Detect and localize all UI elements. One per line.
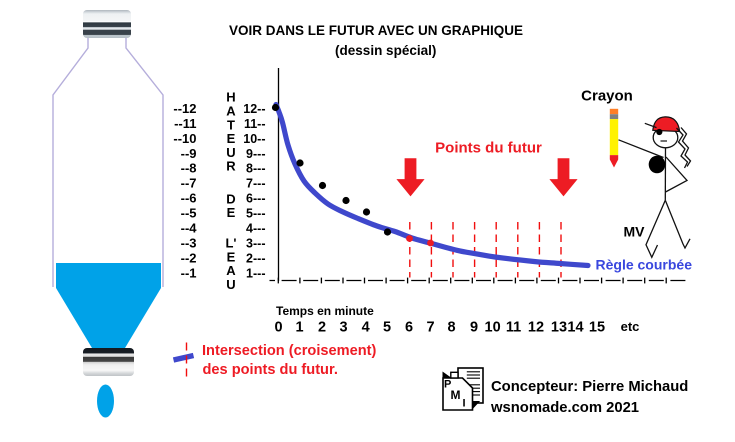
svg-text:L': L' bbox=[225, 236, 236, 251]
svg-text:14: 14 bbox=[567, 319, 583, 335]
svg-text:3: 3 bbox=[339, 319, 347, 335]
svg-text:5: 5 bbox=[383, 319, 391, 335]
svg-text:P: P bbox=[444, 379, 451, 391]
svg-text:--10: --10 bbox=[173, 131, 196, 146]
svg-text:MV: MV bbox=[624, 224, 646, 240]
svg-text:des points du futur.: des points du futur. bbox=[203, 362, 338, 378]
svg-text:--1: --1 bbox=[181, 265, 197, 280]
svg-text:--9: --9 bbox=[181, 146, 197, 161]
svg-text:--11: --11 bbox=[174, 116, 196, 131]
svg-text:10: 10 bbox=[485, 319, 501, 335]
svg-text:etc: etc bbox=[621, 319, 640, 334]
svg-text:Crayon: Crayon bbox=[581, 88, 633, 105]
svg-text:6---: 6--- bbox=[246, 192, 265, 206]
svg-text:9---: 9--- bbox=[246, 147, 265, 161]
svg-text:--12: --12 bbox=[173, 101, 196, 116]
svg-text:A: A bbox=[226, 104, 236, 119]
svg-text:11--: 11-- bbox=[244, 117, 266, 131]
svg-text:4---: 4--- bbox=[246, 222, 265, 236]
svg-text:VOIR DANS LE FUTUR AVEC UN GRA: VOIR DANS LE FUTUR AVEC UN GRAPHIQUE bbox=[229, 23, 523, 38]
svg-text:4: 4 bbox=[362, 319, 370, 335]
svg-text:U: U bbox=[226, 277, 235, 292]
svg-text:12: 12 bbox=[528, 319, 544, 335]
svg-text:10--: 10-- bbox=[243, 132, 265, 146]
svg-text:--3: --3 bbox=[181, 235, 197, 250]
svg-text:(dessin spécial): (dessin spécial) bbox=[335, 43, 436, 58]
svg-text:--2: --2 bbox=[181, 250, 197, 265]
svg-text:E: E bbox=[227, 131, 236, 146]
svg-text:Règle courbée: Règle courbée bbox=[596, 257, 693, 273]
svg-text:H: H bbox=[226, 90, 235, 105]
svg-text:T: T bbox=[227, 117, 235, 132]
svg-text:E: E bbox=[227, 205, 236, 220]
svg-text:Temps en minute: Temps en minute bbox=[276, 304, 374, 318]
svg-text:E: E bbox=[227, 249, 236, 264]
svg-text:Points du futur: Points du futur bbox=[435, 140, 542, 157]
svg-text:7---: 7--- bbox=[246, 177, 265, 191]
svg-text:wsnomade.com 2021: wsnomade.com 2021 bbox=[490, 400, 639, 416]
svg-text:8---: 8--- bbox=[246, 162, 265, 176]
svg-text:12--: 12-- bbox=[243, 102, 265, 116]
svg-text:8: 8 bbox=[447, 319, 455, 335]
svg-text:--4: --4 bbox=[181, 221, 198, 236]
svg-text:M: M bbox=[451, 388, 461, 402]
svg-text:Intersection (croisement): Intersection (croisement) bbox=[202, 343, 376, 359]
svg-text:--6: --6 bbox=[181, 191, 197, 206]
svg-text:5---: 5--- bbox=[246, 207, 265, 221]
svg-text:9: 9 bbox=[470, 319, 478, 335]
svg-text:--8: --8 bbox=[181, 161, 197, 176]
svg-text:11: 11 bbox=[506, 319, 521, 335]
svg-text:15: 15 bbox=[589, 319, 605, 335]
svg-text:1: 1 bbox=[296, 319, 304, 335]
svg-text:1---: 1--- bbox=[246, 266, 265, 280]
svg-text:I: I bbox=[463, 397, 466, 409]
svg-text:2: 2 bbox=[318, 319, 326, 335]
svg-text:--7: --7 bbox=[181, 176, 197, 191]
svg-text:13: 13 bbox=[551, 319, 567, 335]
svg-text:U: U bbox=[226, 145, 235, 160]
svg-text:Concepteur: Pierre Michaud: Concepteur: Pierre Michaud bbox=[491, 379, 688, 395]
svg-text:A: A bbox=[226, 263, 236, 278]
svg-text:--5: --5 bbox=[181, 206, 197, 221]
svg-text:3---: 3--- bbox=[246, 236, 265, 250]
svg-text:R: R bbox=[226, 159, 236, 174]
svg-text:2---: 2--- bbox=[246, 251, 265, 265]
svg-text:7: 7 bbox=[426, 319, 434, 335]
svg-text:D: D bbox=[226, 191, 235, 206]
svg-text:0: 0 bbox=[275, 319, 283, 335]
svg-text:6: 6 bbox=[405, 319, 413, 335]
